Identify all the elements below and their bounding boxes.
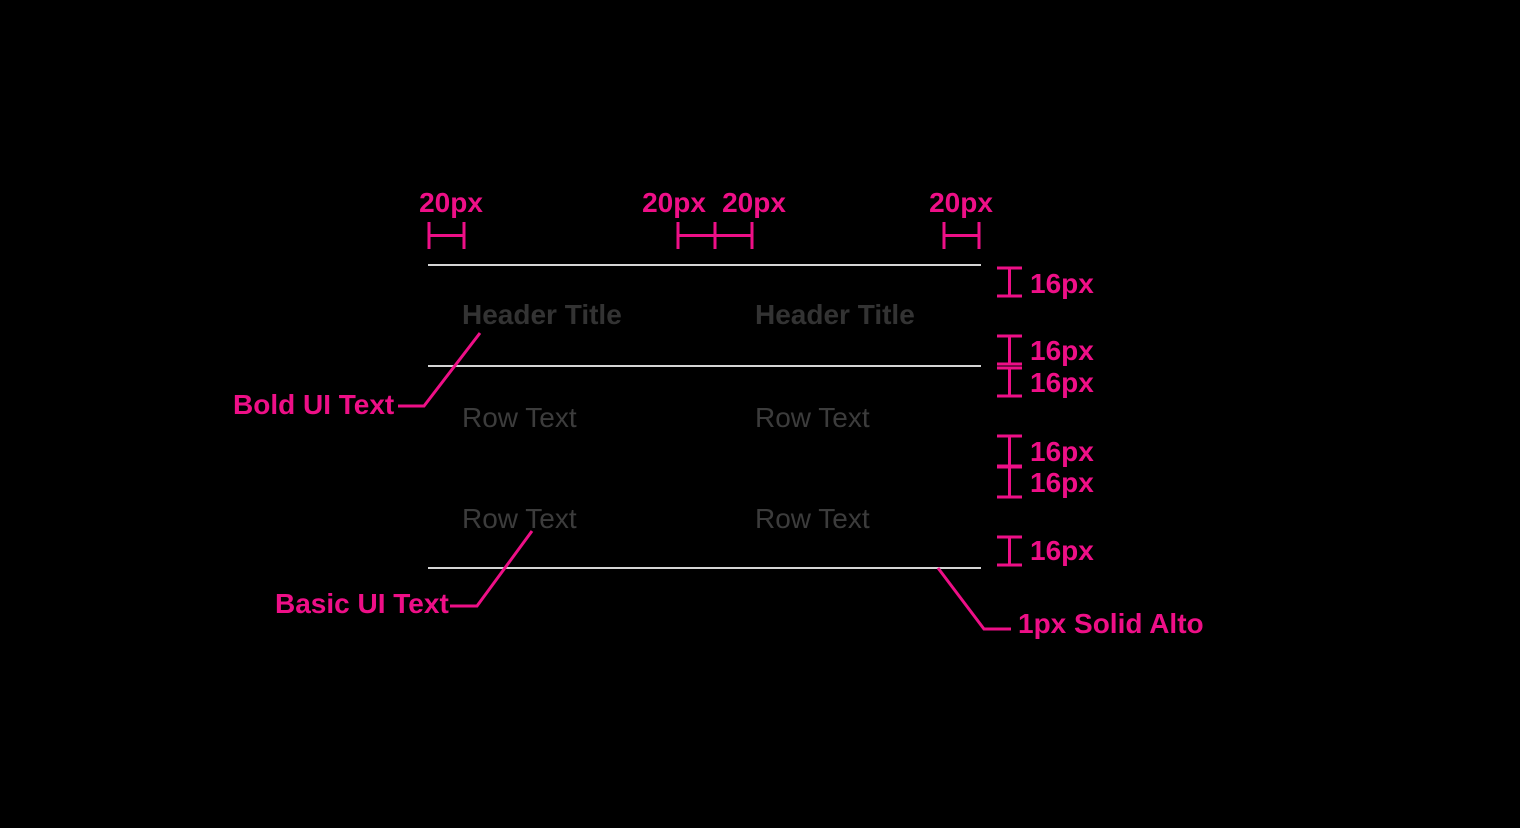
border-style-leader-line (936, 567, 1011, 631)
basic-ui-text-leader-line (450, 530, 534, 608)
top-measure-label-3: 20px (722, 187, 786, 218)
row1-text-col2: Row Text (755, 402, 870, 433)
border-style-annotation: 1px Solid Alto (1018, 608, 1204, 639)
top-measure-label-1: 20px (419, 187, 483, 218)
header-title-col1: Header Title (462, 299, 622, 330)
basic-ui-text-annotation: Basic UI Text (275, 588, 449, 619)
right-measure-label-3: 16px (1030, 367, 1094, 398)
right-measure-label-1: 16px (1030, 268, 1094, 299)
top-measure-bracket-3 (713, 222, 754, 249)
bold-ui-text-annotation: Bold UI Text (233, 389, 395, 420)
top-measure-label-2: 20px (642, 187, 706, 218)
right-measure-bracket-4 (997, 434, 1022, 468)
table-border-lines (428, 264, 981, 569)
row2-text-col2: Row Text (755, 503, 870, 534)
right-measure-bracket-2 (997, 334, 1022, 366)
top-measure-bracket-2 (676, 222, 717, 249)
right-measure-bracket-6 (997, 535, 1022, 567)
right-measure-label-5: 16px (1030, 467, 1094, 498)
row1-text-col1: Row Text (462, 402, 577, 433)
right-measure-label-4: 16px (1030, 436, 1094, 467)
measurement-marks (398, 222, 1022, 631)
top-measure-bracket-4 (942, 222, 981, 249)
right-measure-bracket-5 (997, 465, 1022, 499)
right-measure-label-2: 16px (1030, 335, 1094, 366)
right-measure-label-6: 16px (1030, 535, 1094, 566)
right-measure-bracket-3 (997, 366, 1022, 398)
top-measure-bracket-1 (427, 222, 466, 249)
header-title-col2: Header Title (755, 299, 915, 330)
top-measure-label-4: 20px (929, 187, 993, 218)
bold-ui-text-leader-line (398, 332, 482, 408)
row2-text-col1: Row Text (462, 503, 577, 534)
right-measure-bracket-1 (997, 266, 1022, 298)
